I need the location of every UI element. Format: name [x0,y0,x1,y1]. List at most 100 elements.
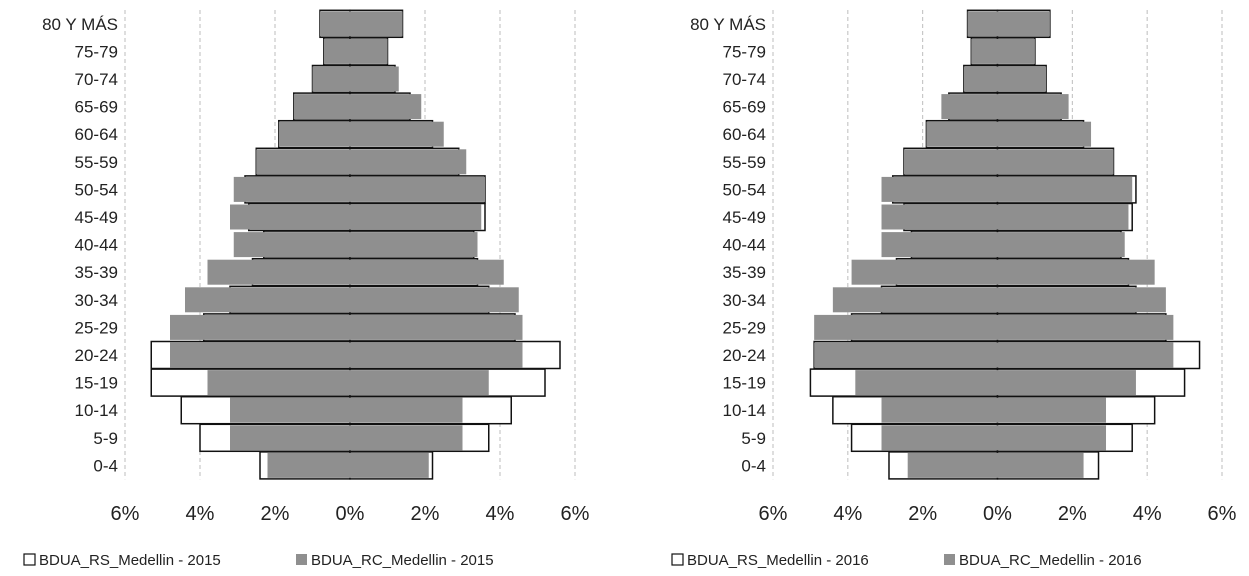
chart-panel-2: 0-4 5-9 10-14 15-19 20-24 25-29 30-34 35-39 40-4… [671,9,1237,569]
bar-filled-left [832,287,998,313]
bar-filled-left [207,370,350,396]
bar-filled-right [997,397,1107,423]
category-label: 80 Y MÁS [690,15,766,34]
bar-filled-right [350,66,399,92]
category-label: 80 Y MÁS [42,15,118,34]
category-label: 40-44 [75,236,118,255]
bar-filled-left [971,38,998,64]
bar-filled-right [350,287,519,313]
bar-filled-right [997,66,1047,92]
bar-filled-right [350,204,482,230]
bar-filled-left [230,425,350,451]
category-label: 30-34 [75,291,118,310]
category-label: 0-4 [93,456,118,475]
bar-filled-right [997,342,1174,368]
bar-filled-right [997,204,1129,230]
bar-filled-left [267,452,350,478]
bar-filled-right [350,11,403,37]
x-tick-label: 4% [1133,503,1162,525]
bar-filled-right [997,94,1069,120]
x-tick-label: 6% [759,503,788,525]
bar-filled-left [851,259,998,285]
bar-filled-right [350,397,463,423]
category-label: 75-79 [723,42,766,61]
legend-label: BDUA_RS_Medellin - 2015 [39,552,221,569]
bar-filled-right [997,452,1084,478]
x-tick-label: 2% [908,503,937,525]
category-label: 15-19 [723,374,766,393]
category-label: 15-19 [75,374,118,393]
bar-filled-right [997,287,1166,313]
category-label: 65-69 [75,98,118,117]
bar-filled-left [881,204,998,230]
category-label: 50-54 [75,180,118,199]
x-tick-label: 2% [261,503,290,525]
bar-filled-left [903,149,998,175]
category-label: 35-39 [723,263,766,282]
bar-filled-left [967,11,998,37]
bar-filled-right [997,121,1092,147]
bar-filled-left [855,370,998,396]
bar-filled-right [350,342,523,368]
category-label: 45-49 [723,208,766,227]
category-label: 70-74 [723,70,766,89]
bar-filled-right [997,259,1155,285]
category-label: 10-14 [723,401,766,420]
x-tick-label: 6% [561,503,590,525]
category-label: 10-14 [75,401,118,420]
category-label: 50-54 [723,180,766,199]
category-label: 55-59 [75,153,118,172]
bar-filled-left [320,11,350,37]
legend-swatch-outline [23,553,36,566]
bar-filled-right [997,314,1174,340]
bar-filled-right [350,38,388,64]
bar-filled-left [233,232,350,258]
bar-filled-right [997,425,1107,451]
category-label: 20-24 [723,346,766,365]
category-label: 35-39 [75,263,118,282]
bar-filled-left [814,314,998,340]
bar-filled-left [926,121,998,147]
x-tick-label: 0% [983,503,1012,525]
category-label: 45-49 [75,208,118,227]
bar-filled-right [350,259,504,285]
bar-filled-left [293,94,350,120]
bar-filled-left [941,94,998,120]
x-tick-label: 2% [411,503,440,525]
category-label: 0-4 [741,456,766,475]
category-label: 60-64 [723,125,766,144]
category-label: 20-24 [75,346,118,365]
category-label: 40-44 [723,236,766,255]
bar-filled-right [997,149,1114,175]
legend-label: BDUA_RC_Medellin - 2016 [959,552,1142,569]
x-tick-label: 4% [486,503,515,525]
bar-filled-left [230,397,350,423]
bar-filled-right [350,425,463,451]
x-tick-label: 0% [336,503,365,525]
bar-filled-right [350,94,422,120]
bar-filled-left [207,259,350,285]
legend-swatch-outline [671,553,684,566]
bar-filled-right [997,370,1136,396]
legend-swatch-filled [296,554,307,565]
bar-filled-left [170,314,350,340]
bar-filled-right [997,176,1133,202]
bar-filled-left [881,176,998,202]
bar-filled-right [350,232,478,258]
bar-filled-left [881,425,998,451]
legend-label: BDUA_RC_Medellin - 2015 [311,552,494,569]
bar-filled-right [350,176,485,202]
x-tick-label: 2% [1058,503,1087,525]
bar-filled-left [170,342,350,368]
x-tick-label: 6% [111,503,140,525]
category-label: 75-79 [75,42,118,61]
bar-filled-left [881,397,998,423]
bar-filled-left [323,38,350,64]
bar-filled-left [233,176,350,202]
category-label: 25-29 [75,318,118,337]
category-label: 30-34 [723,291,766,310]
category-label: 5-9 [93,429,118,448]
bar-filled-left [881,232,998,258]
bar-filled-left [312,66,350,92]
